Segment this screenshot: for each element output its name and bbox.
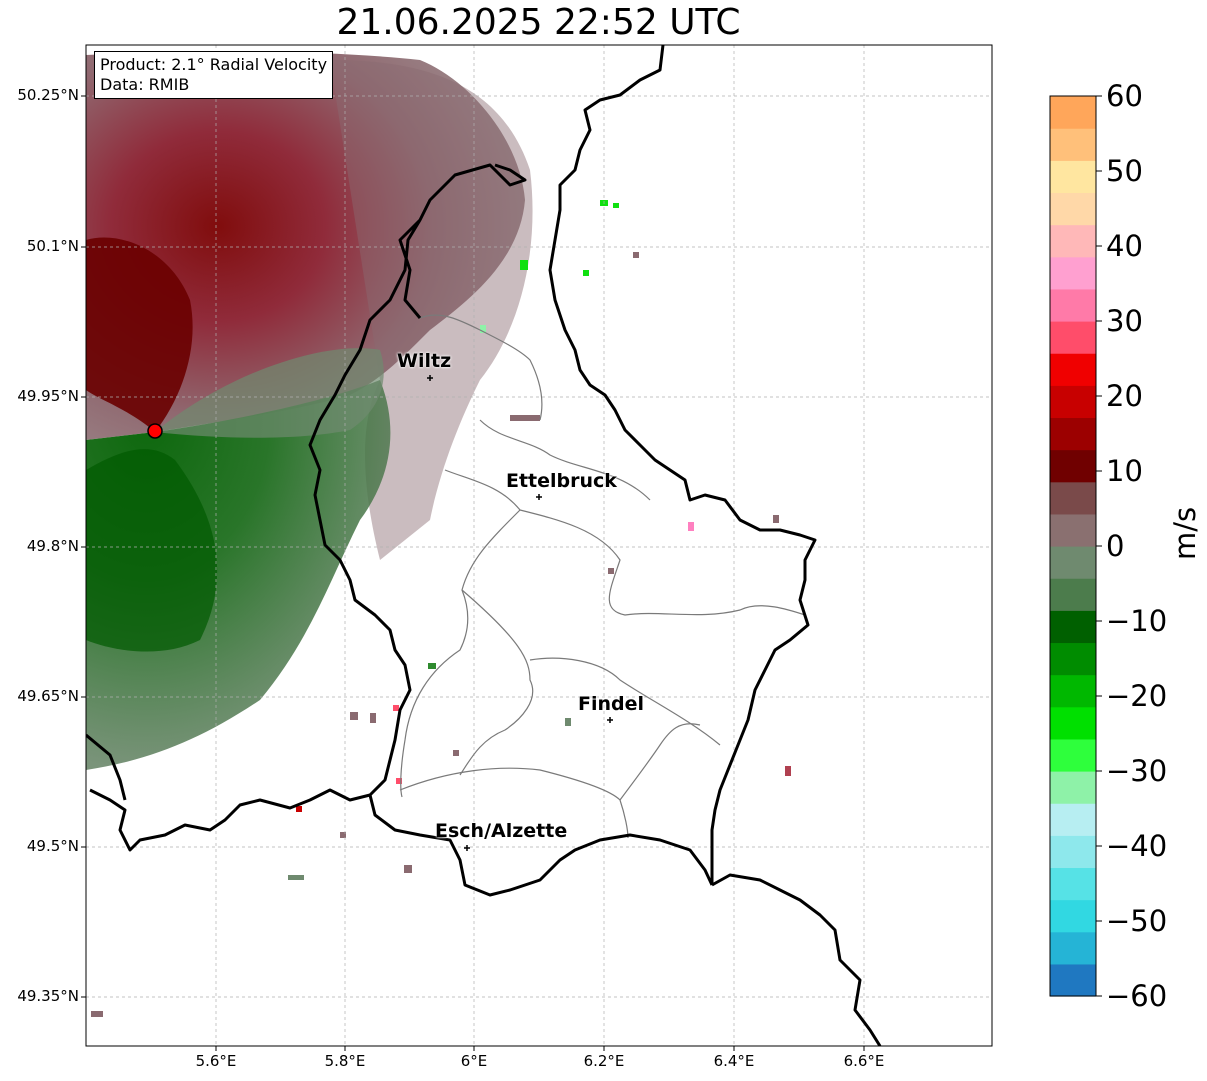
map-gridlines (86, 45, 992, 1046)
colorbar-segment (1050, 481, 1096, 515)
colorbar-segment (1050, 706, 1096, 740)
map-title: 21.06.2025 22:52 UTC (336, 2, 741, 43)
lon-tick-label: 6°E (460, 1052, 488, 1070)
colorbar-segment (1050, 385, 1096, 419)
map-frame (85, 44, 993, 1047)
product-label: Product: 2.1° Radial Velocity (100, 55, 328, 74)
colorbar-segment (1050, 449, 1096, 483)
lon-tick-label: 6.6°E (843, 1052, 885, 1070)
colorbar-segment (1050, 288, 1096, 322)
colorbar (1049, 95, 1102, 997)
colorbar-tick-label: −50 (1106, 904, 1168, 938)
colorbar-segment (1050, 513, 1096, 547)
colorbar-segment (1050, 642, 1096, 676)
colorbar-tick-label: 40 (1106, 229, 1143, 263)
lat-tick-label: 50.1°N (26, 237, 79, 255)
colorbar-tick-label: 10 (1106, 454, 1143, 488)
colorbar-segment (1050, 803, 1096, 836)
colorbar-segment (1050, 738, 1096, 772)
colorbar-tick-label: −30 (1106, 754, 1168, 788)
colorbar-segment (1050, 578, 1096, 611)
lat-tick-label: 49.35°N (17, 987, 79, 1005)
colorbar-tick-label: 0 (1106, 529, 1125, 563)
colorbar-segment (1050, 771, 1096, 804)
radar-echoes (86, 51, 791, 1017)
lat-tick-label: 49.5°N (26, 837, 79, 855)
colorbar-tick-label: 30 (1106, 304, 1143, 338)
lat-tick-label: 49.8°N (26, 537, 79, 555)
colorbar-segment (1050, 192, 1096, 226)
colorbar-segment (1050, 867, 1096, 901)
lat-tick-label: 49.95°N (17, 387, 79, 405)
lat-tick-label: 49.65°N (17, 687, 79, 705)
city-label-esch-alzette: Esch/Alzette (435, 820, 568, 842)
colorbar-segment (1050, 835, 1096, 869)
colorbar-segment (1050, 610, 1096, 644)
colorbar-unit-label: m/s (1168, 506, 1202, 560)
colorbar-segment (1050, 256, 1096, 290)
product-info-box: Product: 2.1° Radial Velocity Data: RMIB (94, 51, 334, 99)
city-label-findel: Findel (578, 693, 645, 715)
radar-site-marker (147, 423, 163, 439)
colorbar-segment (1050, 96, 1096, 129)
colorbar-segment (1050, 674, 1096, 708)
city-markers (427, 375, 613, 851)
colorbar-segment (1050, 546, 1096, 579)
country-borders (86, 45, 882, 1046)
colorbar-segment (1050, 899, 1096, 933)
canton-boundaries (399, 314, 806, 839)
lat-tick-label: 50.25°N (17, 86, 79, 104)
colorbar-segment (1050, 128, 1096, 161)
city-label-wiltz: Wiltz (397, 350, 452, 372)
colorbar-segment (1050, 321, 1096, 354)
colorbar-segment (1050, 353, 1096, 386)
data-source-label: Data: RMIB (100, 75, 190, 94)
colorbar-segment (1050, 931, 1096, 965)
colorbar-tick-label: −20 (1106, 679, 1168, 713)
colorbar-segment (1050, 224, 1096, 258)
lon-tick-label: 6.2°E (583, 1052, 625, 1070)
colorbar-tick-label: 20 (1106, 379, 1143, 413)
colorbar-tick-label: −60 (1106, 979, 1168, 1013)
colorbar-segment (1050, 417, 1096, 451)
colorbar-tick-label: −40 (1106, 829, 1168, 863)
lon-tick-label: 6.4°E (713, 1052, 755, 1070)
city-label-ettelbruck: Ettelbruck (506, 470, 617, 492)
colorbar-tick-label: 60 (1106, 79, 1143, 113)
lon-tick-label: 5.8°E (324, 1052, 366, 1070)
colorbar-segment (1050, 160, 1096, 194)
lon-tick-label: 5.6°E (195, 1052, 237, 1070)
colorbar-tick-label: 50 (1106, 154, 1143, 188)
colorbar-tick-label: −10 (1106, 604, 1168, 638)
colorbar-segment (1050, 963, 1096, 997)
